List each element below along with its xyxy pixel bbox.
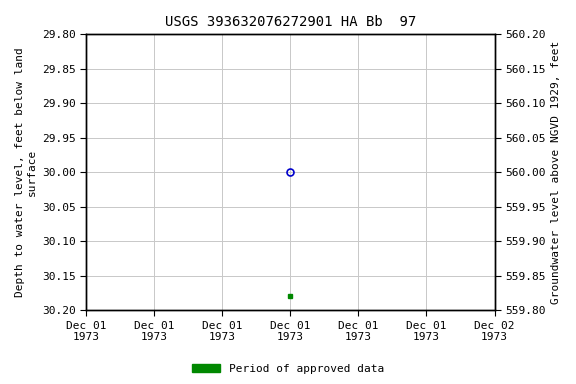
Y-axis label: Depth to water level, feet below land
surface: Depth to water level, feet below land su… — [15, 47, 37, 297]
Legend: Period of approved data: Period of approved data — [188, 359, 388, 379]
Title: USGS 393632076272901 HA Bb  97: USGS 393632076272901 HA Bb 97 — [165, 15, 416, 29]
Y-axis label: Groundwater level above NGVD 1929, feet: Groundwater level above NGVD 1929, feet — [551, 41, 561, 304]
